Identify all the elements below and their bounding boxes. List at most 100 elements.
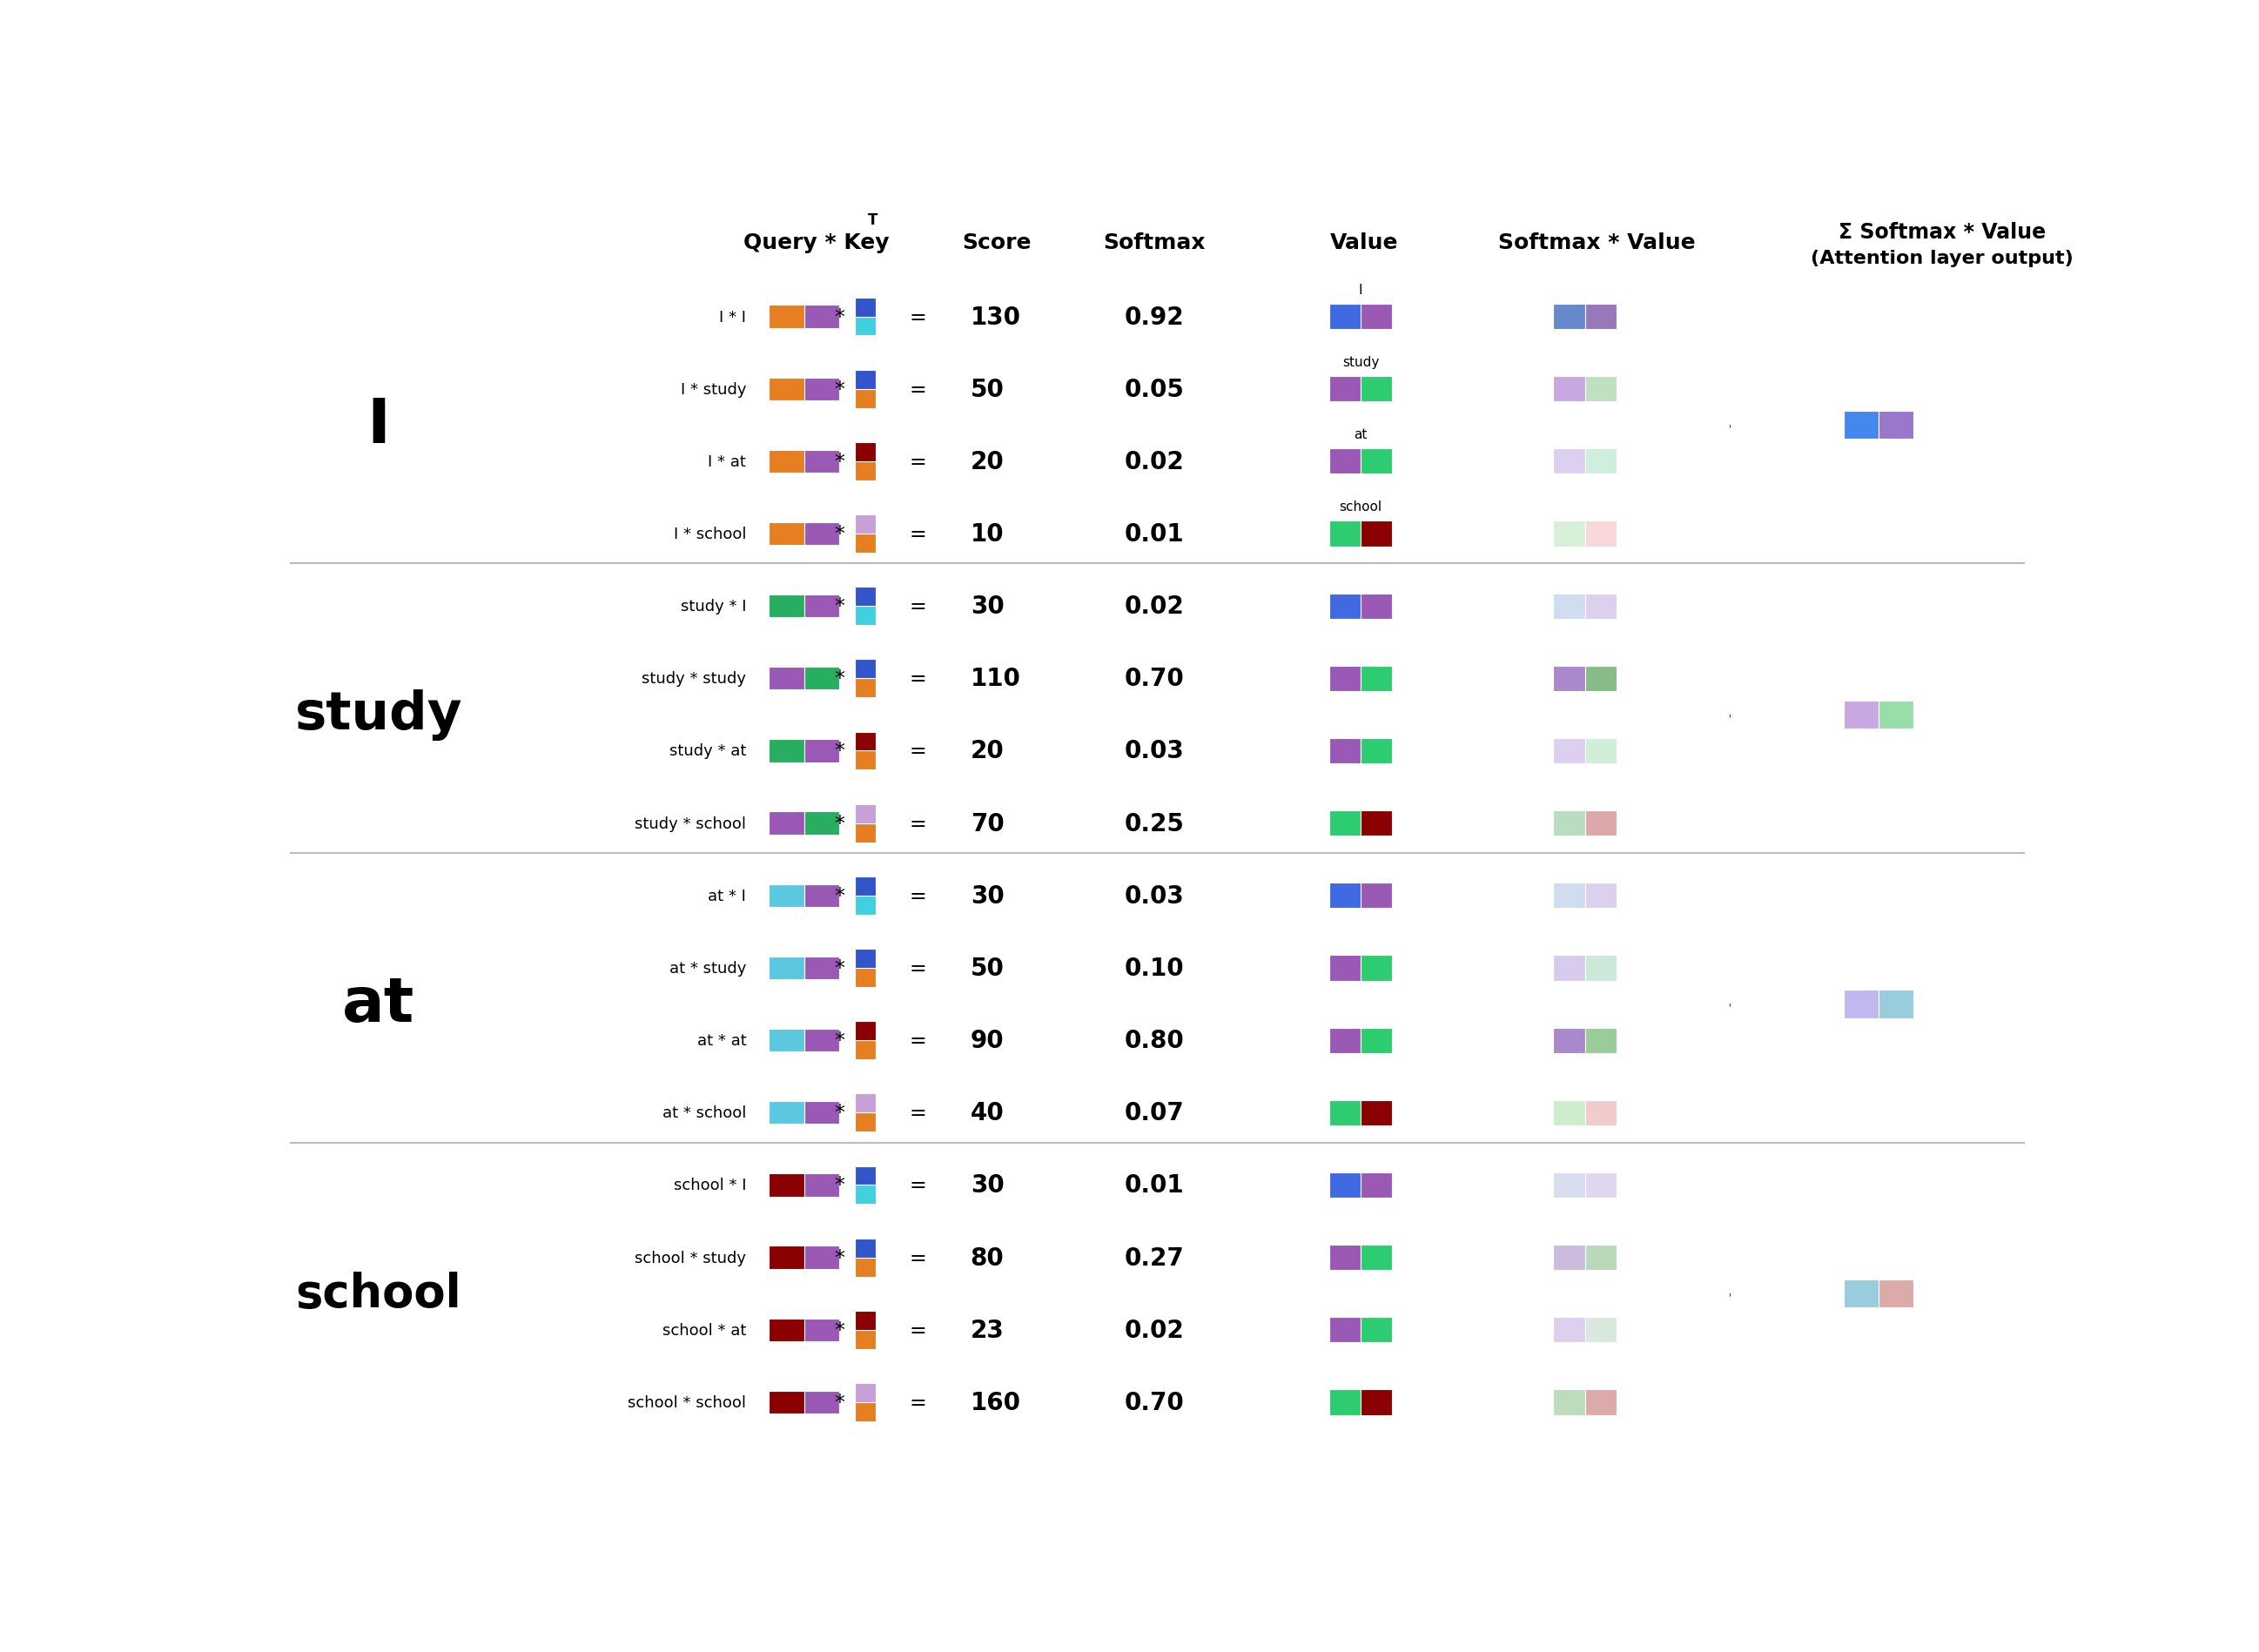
Text: 20: 20	[971, 738, 1005, 763]
Bar	[1879, 991, 1913, 1018]
Bar	[1328, 1028, 1360, 1054]
Text: 0.01: 0.01	[1125, 522, 1184, 547]
Bar	[1586, 449, 1617, 474]
Bar	[854, 679, 876, 697]
Bar	[1554, 1028, 1586, 1054]
Bar	[1328, 1389, 1360, 1416]
Text: *: *	[834, 740, 845, 762]
Text: =: =	[908, 1393, 926, 1412]
Bar	[854, 515, 876, 534]
Bar	[1586, 884, 1617, 909]
Bar	[804, 451, 838, 472]
Bar	[1360, 1389, 1392, 1416]
Text: I * at: I * at	[707, 454, 745, 469]
Text: =: =	[908, 1320, 926, 1340]
Text: }: }	[1728, 425, 1730, 428]
Bar	[854, 534, 876, 553]
Bar	[854, 1113, 876, 1132]
Bar	[1554, 1100, 1586, 1125]
Bar	[1328, 377, 1360, 401]
Bar	[768, 451, 804, 472]
Text: at * at: at * at	[698, 1032, 745, 1049]
Text: *: *	[834, 1175, 845, 1196]
Bar	[1843, 991, 1879, 1018]
Bar	[854, 824, 876, 843]
Bar	[1554, 1173, 1586, 1198]
Bar	[1360, 1246, 1392, 1270]
Text: 30: 30	[971, 884, 1005, 909]
Text: =: =	[908, 596, 926, 616]
Bar	[1554, 1317, 1586, 1343]
Bar	[1360, 1173, 1392, 1198]
Text: study: study	[1342, 355, 1380, 368]
Bar	[1586, 811, 1617, 836]
Text: 160: 160	[971, 1389, 1021, 1414]
Bar	[804, 522, 838, 545]
Bar	[1328, 1246, 1360, 1270]
Bar	[1554, 955, 1586, 981]
Text: study * school: study * school	[635, 816, 745, 831]
Text: =: =	[908, 451, 926, 472]
Text: school * school: school * school	[628, 1394, 745, 1411]
Bar	[804, 595, 838, 618]
Text: at: at	[1353, 428, 1367, 441]
Bar	[768, 1029, 804, 1052]
Bar	[854, 1257, 876, 1277]
Bar	[854, 805, 876, 824]
Bar	[768, 884, 804, 907]
Bar	[768, 957, 804, 980]
Text: Query * Key: Query * Key	[743, 233, 890, 253]
Text: (Attention layer output): (Attention layer output)	[1812, 249, 2074, 266]
Bar	[804, 1318, 838, 1341]
Text: study * at: study * at	[669, 743, 745, 758]
Bar	[804, 1391, 838, 1414]
Bar	[804, 740, 838, 763]
Bar	[768, 813, 804, 834]
Bar	[1328, 811, 1360, 836]
Text: 0.10: 0.10	[1125, 957, 1184, 980]
Bar	[854, 1403, 876, 1421]
Text: 130: 130	[971, 306, 1021, 329]
Text: study * I: study * I	[680, 598, 745, 615]
Bar	[768, 522, 804, 545]
Bar	[768, 1246, 804, 1269]
Bar	[1554, 304, 1586, 330]
Bar	[1586, 1100, 1617, 1125]
Text: Softmax * Value: Softmax * Value	[1498, 233, 1697, 253]
Text: *: *	[834, 1320, 845, 1340]
Bar	[804, 1029, 838, 1052]
Text: *: *	[834, 524, 845, 545]
Text: I * school: I * school	[673, 527, 745, 542]
Text: *: *	[834, 451, 845, 472]
Bar	[1554, 1389, 1586, 1416]
Text: 0.07: 0.07	[1125, 1100, 1184, 1125]
Text: =: =	[908, 669, 926, 689]
Text: 80: 80	[971, 1246, 1005, 1270]
Bar	[1554, 811, 1586, 836]
Text: 0.70: 0.70	[1125, 667, 1184, 691]
Text: =: =	[908, 378, 926, 400]
Bar	[768, 306, 804, 329]
Bar	[1554, 377, 1586, 401]
Bar	[1586, 1389, 1617, 1416]
Text: =: =	[908, 1247, 926, 1269]
Bar	[1843, 411, 1879, 439]
Text: Score: Score	[962, 233, 1032, 253]
Text: study * study: study * study	[642, 671, 745, 687]
Text: 0.80: 0.80	[1125, 1029, 1184, 1052]
Bar	[854, 950, 876, 968]
Text: 0.70: 0.70	[1125, 1389, 1184, 1414]
Bar	[1328, 1100, 1360, 1125]
Text: 0.02: 0.02	[1125, 449, 1184, 474]
Bar	[854, 317, 876, 335]
Bar	[1360, 593, 1392, 620]
Text: school: school	[1340, 501, 1383, 514]
Text: 23: 23	[971, 1318, 1005, 1341]
Bar	[854, 606, 876, 626]
Text: school * at: school * at	[662, 1322, 745, 1338]
Text: at * study: at * study	[669, 960, 745, 976]
Text: =: =	[908, 1031, 926, 1051]
Bar	[1328, 593, 1360, 620]
Bar	[768, 1318, 804, 1341]
Bar	[804, 378, 838, 401]
